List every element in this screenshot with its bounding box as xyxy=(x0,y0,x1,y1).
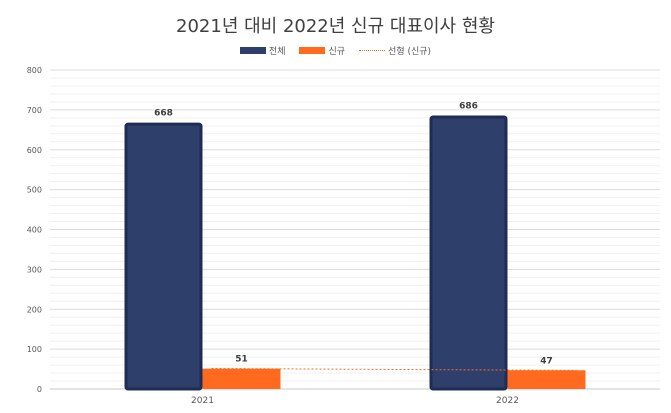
x-tick-label: 2021 xyxy=(191,396,214,406)
data-label-new: 47 xyxy=(540,356,553,366)
y-tick-label: 800 xyxy=(27,66,42,75)
y-tick-label: 600 xyxy=(27,146,42,155)
legend: 전체 신규 선형 (신규) xyxy=(0,44,671,57)
y-tick-label: 100 xyxy=(27,345,42,354)
legend-label-total: 전체 xyxy=(268,47,286,57)
legend-swatch-trendline xyxy=(359,50,386,51)
bar-total xyxy=(124,122,203,391)
y-tick-label: 0 xyxy=(37,385,42,394)
legend-item-trendline: 선형 (신규) xyxy=(359,44,431,57)
bar-new xyxy=(507,370,586,389)
x-tick-label: 2022 xyxy=(496,396,519,406)
data-label-total: 686 xyxy=(459,101,478,111)
legend-label-new: 신규 xyxy=(328,47,346,57)
chart-title: 2021년 대비 2022년 신규 대표이사 현황 xyxy=(176,16,495,37)
bar-new xyxy=(202,368,281,389)
y-tick-label: 700 xyxy=(27,106,42,115)
legend-item-total: 전체 xyxy=(239,44,286,57)
legend-label-trendline: 선형 (신규) xyxy=(388,47,432,57)
y-tick-label: 400 xyxy=(27,226,42,235)
bar-total xyxy=(429,115,508,391)
legend-item-new: 신규 xyxy=(299,44,345,57)
data-label-new: 51 xyxy=(235,355,248,365)
y-tick-label: 300 xyxy=(27,265,42,274)
data-label-total: 668 xyxy=(154,109,173,119)
y-tick-label: 200 xyxy=(27,305,42,314)
y-tick-label: 500 xyxy=(27,186,42,195)
trendline-new xyxy=(211,368,577,371)
legend-swatch-total xyxy=(239,47,266,54)
legend-swatch-new xyxy=(299,47,326,54)
